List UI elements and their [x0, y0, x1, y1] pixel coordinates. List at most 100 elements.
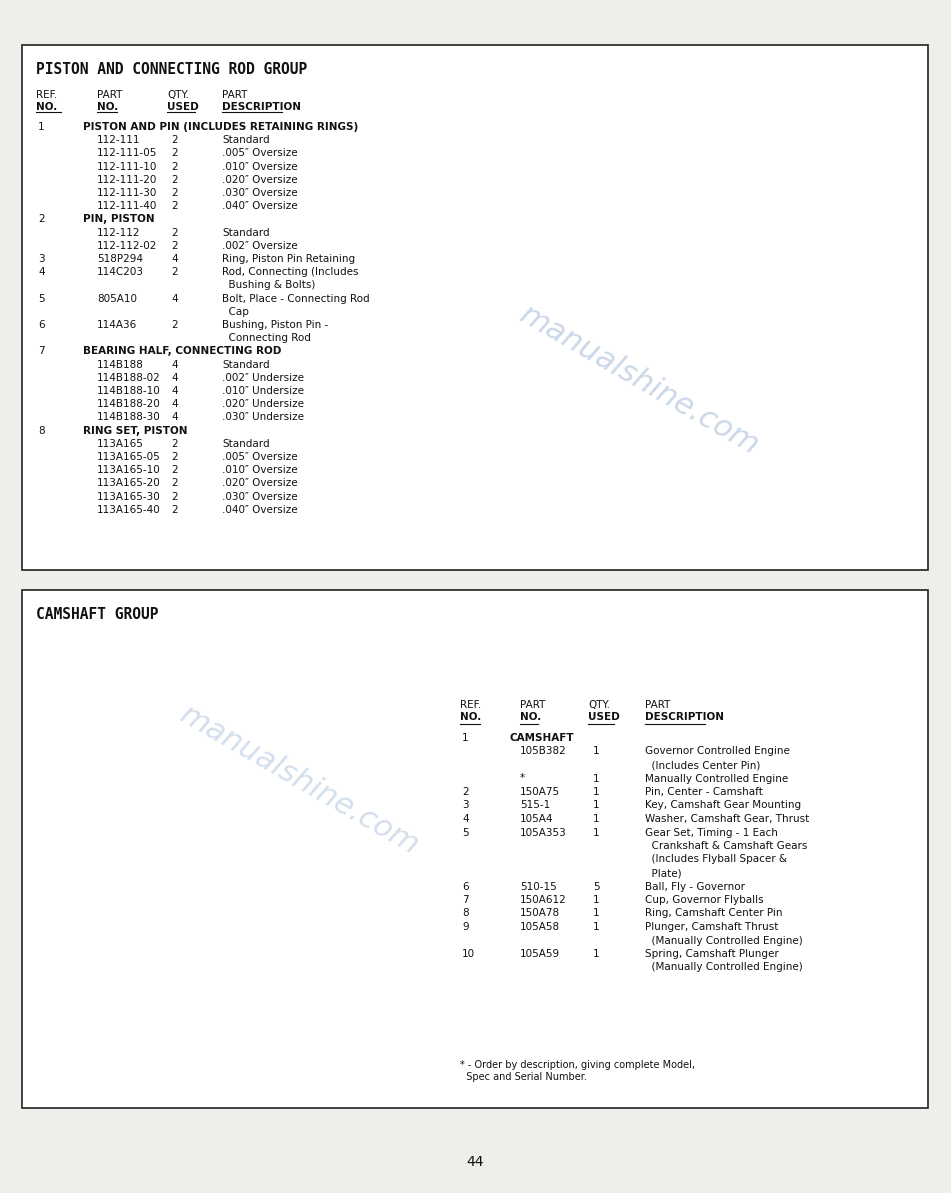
Bar [22, 45, 928, 570]
Text: 5: 5 [462, 828, 469, 837]
Text: 2: 2 [172, 161, 179, 172]
Text: Standard: Standard [222, 228, 270, 237]
Text: 2: 2 [172, 320, 179, 330]
Text: PART: PART [97, 89, 123, 100]
Text: 112-111: 112-111 [97, 135, 141, 146]
Text: Ring, Camshaft Center Pin: Ring, Camshaft Center Pin [645, 909, 783, 919]
Text: 4: 4 [172, 413, 179, 422]
Text: 114B188: 114B188 [97, 359, 144, 370]
Text: 2: 2 [172, 148, 179, 159]
Text: 113A165-40: 113A165-40 [97, 505, 161, 515]
Text: 510-15: 510-15 [520, 882, 556, 891]
Text: PART: PART [520, 700, 545, 710]
Text: NO.: NO. [520, 712, 541, 722]
Text: .020″ Oversize: .020″ Oversize [222, 175, 298, 185]
Text: Crankshaft & Camshaft Gears: Crankshaft & Camshaft Gears [645, 841, 807, 851]
Text: 3: 3 [462, 801, 469, 810]
Text: Cap: Cap [222, 307, 249, 317]
Text: 4: 4 [462, 814, 469, 824]
Text: 1: 1 [592, 787, 599, 797]
Text: .020″ Undersize: .020″ Undersize [222, 400, 304, 409]
Text: .010″ Oversize: .010″ Oversize [222, 161, 298, 172]
Text: Governor Controlled Engine: Governor Controlled Engine [645, 747, 790, 756]
Text: .030″ Oversize: .030″ Oversize [222, 188, 298, 198]
Text: 112-111-10: 112-111-10 [97, 161, 157, 172]
Text: .010″ Undersize: .010″ Undersize [222, 387, 304, 396]
Text: 114C203: 114C203 [97, 267, 144, 277]
Text: 1: 1 [592, 895, 599, 905]
Text: NO.: NO. [97, 101, 118, 112]
Text: 114B188-10: 114B188-10 [97, 387, 161, 396]
Text: DESCRIPTION: DESCRIPTION [645, 712, 724, 722]
Text: 114B188-20: 114B188-20 [97, 400, 161, 409]
Text: Connecting Rod: Connecting Rod [222, 333, 311, 344]
Text: PISTON AND PIN (INCLUDES RETAINING RINGS): PISTON AND PIN (INCLUDES RETAINING RINGS… [83, 122, 359, 132]
Text: Manually Controlled Engine: Manually Controlled Engine [645, 773, 788, 784]
Text: 112-111-30: 112-111-30 [97, 188, 157, 198]
Text: 44: 44 [466, 1155, 484, 1169]
Text: 3: 3 [38, 254, 45, 264]
Text: 113A165: 113A165 [97, 439, 144, 449]
Text: 150A612: 150A612 [520, 895, 567, 905]
Text: NO.: NO. [460, 712, 481, 722]
Text: 1: 1 [38, 122, 45, 132]
Text: 4: 4 [172, 254, 179, 264]
Text: Ring, Piston Pin Retaining: Ring, Piston Pin Retaining [222, 254, 355, 264]
Text: Bushing, Piston Pin -: Bushing, Piston Pin - [222, 320, 328, 330]
Text: 2: 2 [172, 188, 179, 198]
Text: Ball, Fly - Governor: Ball, Fly - Governor [645, 882, 745, 891]
Text: 2: 2 [172, 492, 179, 501]
Text: 1: 1 [592, 948, 599, 959]
Text: .040″ Oversize: .040″ Oversize [222, 505, 298, 515]
Text: Spring, Camshaft Plunger: Spring, Camshaft Plunger [645, 948, 779, 959]
Text: 2: 2 [172, 465, 179, 475]
Text: 7: 7 [38, 346, 45, 357]
Text: Cup, Governor Flyballs: Cup, Governor Flyballs [645, 895, 764, 905]
Text: 1: 1 [592, 801, 599, 810]
Text: 4: 4 [172, 400, 179, 409]
Text: 2: 2 [172, 267, 179, 277]
Text: CAMSHAFT GROUP: CAMSHAFT GROUP [36, 607, 159, 622]
Text: 114A36: 114A36 [97, 320, 137, 330]
Text: 7: 7 [462, 895, 469, 905]
Text: 8: 8 [462, 909, 469, 919]
Text: 5: 5 [592, 882, 599, 891]
Text: CAMSHAFT: CAMSHAFT [510, 733, 574, 743]
Text: 150A75: 150A75 [520, 787, 560, 797]
Text: 114B188-02: 114B188-02 [97, 372, 161, 383]
Text: 6: 6 [462, 882, 469, 891]
Text: 1: 1 [592, 828, 599, 837]
Text: 2: 2 [172, 135, 179, 146]
Text: Bushing & Bolts): Bushing & Bolts) [222, 280, 316, 290]
Text: PIN, PISTON: PIN, PISTON [83, 215, 155, 224]
Text: 2: 2 [172, 452, 179, 462]
Text: 105A353: 105A353 [520, 828, 567, 837]
Text: .020″ Oversize: .020″ Oversize [222, 478, 298, 488]
Text: 4: 4 [172, 293, 179, 303]
Text: (Manually Controlled Engine): (Manually Controlled Engine) [645, 935, 803, 946]
Text: 113A165-30: 113A165-30 [97, 492, 161, 501]
Text: 2: 2 [172, 228, 179, 237]
Text: Standard: Standard [222, 359, 270, 370]
Text: RING SET, PISTON: RING SET, PISTON [83, 426, 187, 435]
Text: Plate): Plate) [645, 869, 682, 878]
Text: Key, Camshaft Gear Mounting: Key, Camshaft Gear Mounting [645, 801, 801, 810]
Text: *: * [520, 773, 525, 784]
Text: manualshinе.com: manualshinе.com [515, 299, 765, 460]
Text: PISTON AND CONNECTING ROD GROUP: PISTON AND CONNECTING ROD GROUP [36, 62, 307, 78]
Text: BEARING HALF, CONNECTING ROD: BEARING HALF, CONNECTING ROD [83, 346, 281, 357]
Text: .002″ Undersize: .002″ Undersize [222, 372, 304, 383]
Text: 1: 1 [592, 922, 599, 932]
Text: 1: 1 [592, 909, 599, 919]
Text: 2: 2 [172, 439, 179, 449]
Text: Standard: Standard [222, 135, 270, 146]
Text: 150A78: 150A78 [520, 909, 560, 919]
Text: (Manually Controlled Engine): (Manually Controlled Engine) [645, 963, 803, 972]
Text: .030″ Oversize: .030″ Oversize [222, 492, 298, 501]
Text: 1: 1 [462, 733, 469, 743]
Text: Washer, Camshaft Gear, Thrust: Washer, Camshaft Gear, Thrust [645, 814, 809, 824]
Text: 112-111-20: 112-111-20 [97, 175, 157, 185]
Text: .030″ Undersize: .030″ Undersize [222, 413, 304, 422]
Text: .040″ Oversize: .040″ Oversize [222, 202, 298, 211]
Text: 2: 2 [172, 505, 179, 515]
